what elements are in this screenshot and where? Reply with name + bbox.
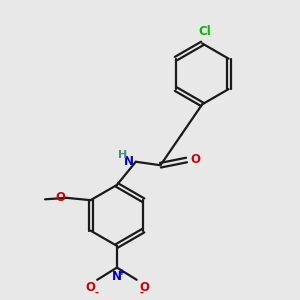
Text: N: N [112,270,122,283]
Text: +: + [118,268,126,278]
Text: O: O [86,281,96,294]
Text: O: O [56,191,66,204]
Text: H: H [118,150,128,161]
Text: -: - [140,288,144,298]
Text: N: N [124,155,134,168]
Text: Cl: Cl [199,25,212,38]
Text: O: O [139,281,149,294]
Text: -: - [95,288,99,298]
Text: O: O [190,153,200,166]
